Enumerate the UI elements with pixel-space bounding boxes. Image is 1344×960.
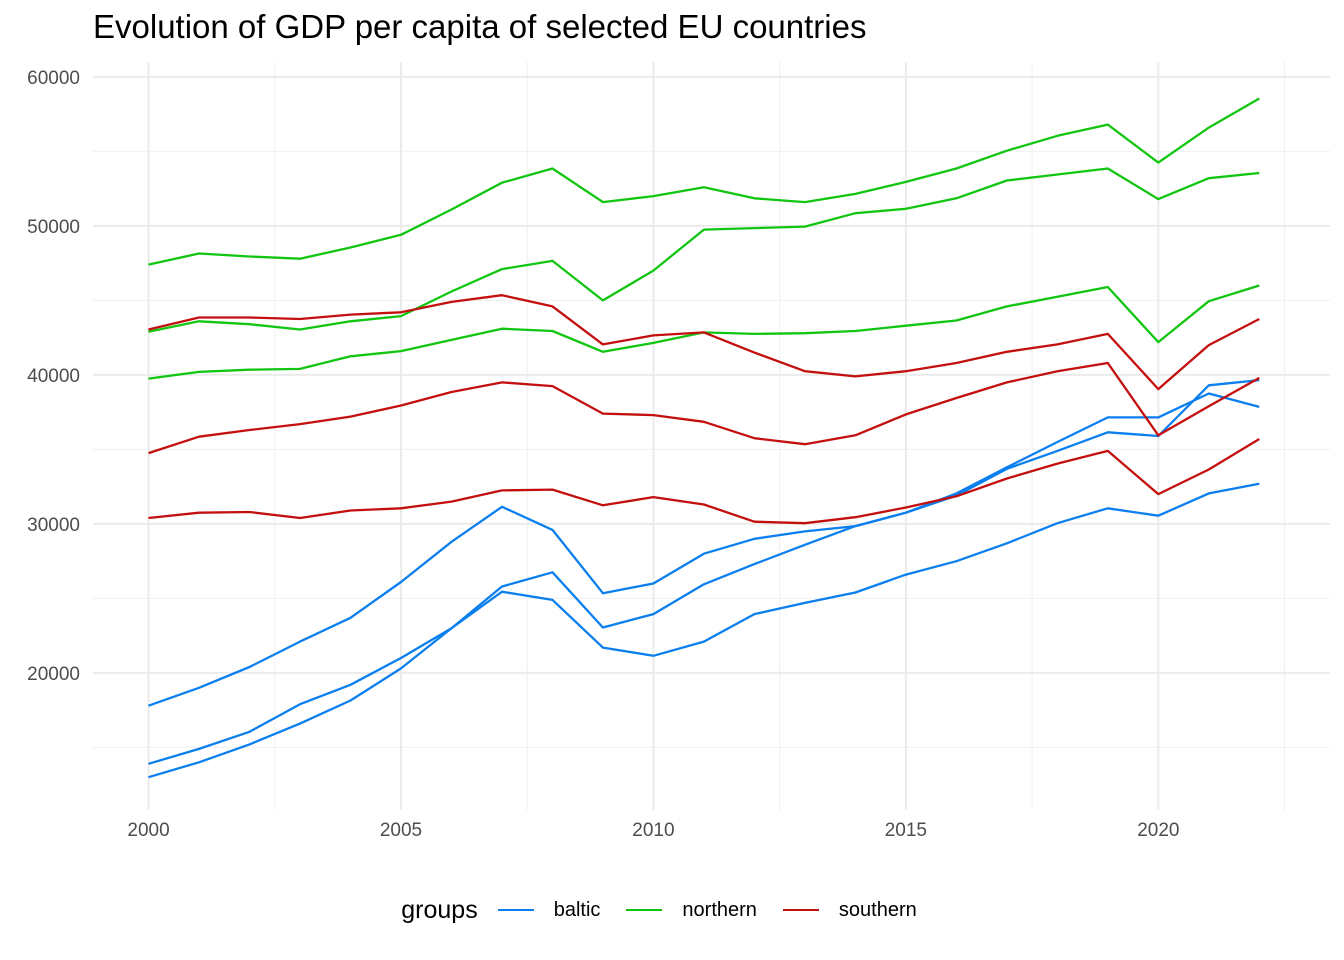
y-tick-label: 50000 xyxy=(27,217,80,238)
y-tick-label: 40000 xyxy=(27,366,80,387)
series-lines xyxy=(148,97,1260,779)
legend-label-southern: southern xyxy=(838,898,917,921)
legend-item-baltic: baltic xyxy=(497,898,601,922)
legend-label-baltic: baltic xyxy=(553,898,601,921)
y-tick-label: 20000 xyxy=(27,664,80,685)
x-tick-label: 2010 xyxy=(632,820,674,841)
legend-title: groups xyxy=(401,895,478,924)
legend-key-baltic xyxy=(497,909,534,911)
major-gridlines xyxy=(93,62,1330,810)
series-line-northern-5 xyxy=(148,167,1260,333)
x-tick-label: 2000 xyxy=(127,820,169,841)
x-tick-label: 2005 xyxy=(380,820,422,841)
series-line-baltic-3 xyxy=(148,482,1260,779)
series-line-southern-7 xyxy=(148,294,1260,391)
series-line-northern-4 xyxy=(148,97,1260,266)
legend-item-northern: northern xyxy=(626,899,757,922)
legend-label-northern: northern xyxy=(682,898,757,921)
series-line-southern-9 xyxy=(148,438,1260,525)
y-tick-label: 60000 xyxy=(27,68,80,89)
plot-area: 20000 30000 40000 50000 60000 2000 2005 2010 201… xyxy=(27,62,1330,841)
legend-key-northern xyxy=(626,909,663,911)
series-line-southern-8 xyxy=(148,361,1260,455)
axis-tick-labels: 20000 30000 40000 50000 60000 2000 2005 2010 201… xyxy=(27,68,1179,841)
legend-key-southern xyxy=(782,909,819,911)
series-line-baltic-1 xyxy=(148,378,1260,707)
legend: groups baltic northern southern xyxy=(0,888,1344,932)
x-tick-label: 2015 xyxy=(885,820,927,841)
series-line-baltic-2 xyxy=(148,392,1260,765)
y-tick-label: 30000 xyxy=(27,515,80,536)
chart-title: Evolution of GDP per capita of selected … xyxy=(93,8,867,45)
minor-gridlines xyxy=(93,62,1330,810)
x-tick-label: 2020 xyxy=(1137,820,1179,841)
legend-item-southern: southern xyxy=(782,898,917,922)
